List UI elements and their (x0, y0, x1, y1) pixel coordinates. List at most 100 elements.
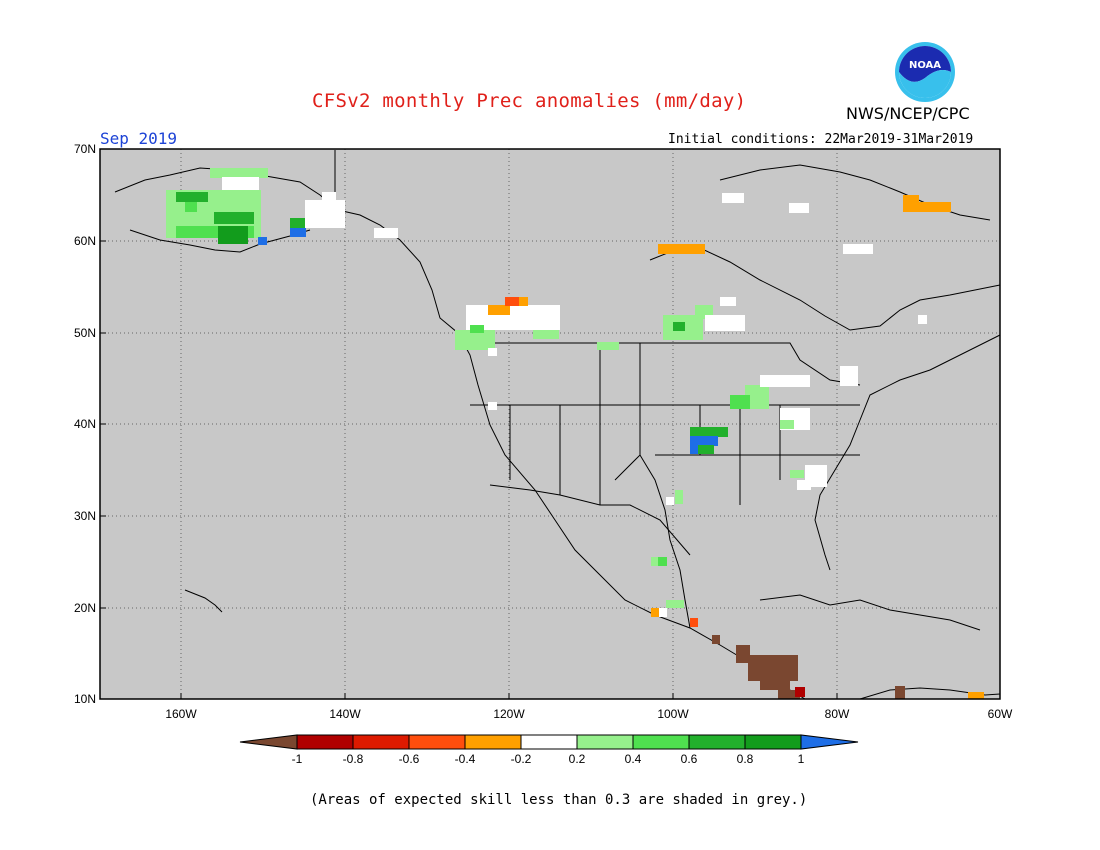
legend-swatch (576, 734, 634, 750)
longitude-label: 60W (988, 707, 1013, 721)
anomaly-cell (705, 315, 745, 331)
latitude-label: 30N (74, 509, 96, 523)
anomaly-cell (185, 202, 197, 212)
anomaly-cell (666, 600, 684, 608)
anomaly-cell (903, 195, 919, 203)
anomaly-cell (305, 200, 345, 228)
anomaly-cell (488, 348, 497, 356)
anomaly-cell (690, 427, 728, 437)
anomaly-cell (176, 192, 208, 202)
anomaly-cell (218, 226, 248, 244)
anomaly-cell (675, 490, 683, 504)
color-legend-labels: -1 -0.8 -0.6 -0.4 -0.2 0.2 0.4 0.6 0.8 1 (292, 752, 805, 766)
noaa-logo-text: NOAA (909, 60, 941, 71)
legend-label: -0.6 (399, 752, 420, 766)
anomaly-cell (690, 618, 698, 627)
noaa-logo: NOAA (895, 42, 955, 102)
legend-swatch (632, 734, 690, 750)
anomaly-cell (210, 168, 268, 178)
anomaly-cell (488, 402, 497, 410)
legend-label: -1 (292, 752, 303, 766)
anomaly-cell (505, 297, 519, 306)
anomaly-cell (760, 680, 790, 690)
longitude-label: 80W (825, 707, 850, 721)
legend-arrow-low (239, 734, 298, 750)
anomaly-cell (597, 342, 619, 350)
map-background (100, 149, 1000, 699)
anomaly-cell (322, 192, 336, 202)
anomaly-cell (666, 497, 674, 505)
latitude-labels: 70N 60N 50N 40N 30N 20N 10N (74, 142, 106, 706)
anomaly-cell (778, 690, 800, 699)
latitude-label: 40N (74, 417, 96, 431)
anomaly-cell (730, 395, 750, 409)
legend-swatch (520, 734, 578, 750)
anomaly-cell (690, 445, 714, 454)
longitude-labels: 160W 140W 120W 100W 80W 60W (165, 693, 1013, 721)
organization-label: NWS/NCEP/CPC (846, 104, 970, 123)
latitude-label: 10N (74, 692, 96, 706)
legend-label: 0.2 (569, 752, 586, 766)
anomaly-cell (712, 635, 720, 644)
longitude-label: 120W (493, 707, 525, 721)
anomaly-cell (736, 645, 750, 663)
legend-label: -0.4 (455, 752, 476, 766)
legend-swatch (352, 734, 410, 750)
anomaly-patches (166, 168, 984, 699)
legend-label: 0.8 (737, 752, 754, 766)
legend-label: -0.2 (511, 752, 532, 766)
anomaly-cell (690, 436, 718, 446)
anomaly-cell (533, 330, 559, 339)
latitude-label: 50N (74, 326, 96, 340)
anomaly-cell (780, 420, 794, 429)
latitude-label: 70N (74, 142, 96, 156)
anomaly-cell (290, 218, 308, 228)
anomaly-cell (797, 480, 811, 490)
anomaly-cell (720, 297, 736, 306)
anomaly-cell (722, 193, 744, 203)
anomaly-cell (760, 375, 810, 387)
anomaly-cell (470, 325, 484, 333)
chart-title: CFSv2 monthly Prec anomalies (mm/day) (312, 90, 747, 112)
legend-label: 0.4 (625, 752, 642, 766)
anomaly-cell (519, 297, 528, 306)
legend-swatch (688, 734, 746, 750)
anomaly-cell (968, 692, 984, 699)
anomaly-cell (651, 608, 659, 617)
legend-label: 1 (798, 752, 805, 766)
anomaly-cell (895, 686, 905, 699)
anomaly-cell (789, 203, 809, 213)
anomaly-cell (455, 330, 495, 350)
legend-arrow-high (800, 734, 859, 750)
longitude-label: 100W (657, 707, 689, 721)
anomaly-cell (843, 244, 873, 254)
anomaly-cell (222, 177, 259, 192)
legend-swatch (296, 734, 354, 750)
legend-swatch (744, 734, 802, 750)
anomaly-cell (690, 445, 698, 454)
anomaly-cell (658, 557, 667, 566)
anomaly-cell (673, 322, 685, 331)
anomaly-cell (659, 608, 667, 617)
anomaly-cell (658, 244, 705, 254)
anomaly-cell (918, 315, 927, 324)
latitude-label: 60N (74, 234, 96, 248)
anomaly-cell (214, 212, 254, 224)
initial-conditions: Initial conditions: 22Mar2019-31Mar2019 (668, 132, 974, 147)
anomaly-cell (488, 305, 510, 315)
anomaly-cell (840, 366, 858, 386)
legend-label: 0.6 (681, 752, 698, 766)
longitude-label: 140W (329, 707, 361, 721)
forecast-month: Sep 2019 (100, 129, 178, 148)
anomaly-cell (903, 202, 951, 212)
anomaly-cell (258, 237, 267, 245)
skill-note: (Areas of expected skill less than 0.3 a… (310, 792, 808, 808)
anomaly-cell (795, 687, 805, 697)
legend-swatch (408, 734, 466, 750)
anomaly-cell (790, 470, 804, 478)
color-legend (239, 734, 859, 750)
anomaly-cell (748, 655, 798, 681)
latitude-label: 20N (74, 601, 96, 615)
anomaly-cell (374, 228, 398, 238)
